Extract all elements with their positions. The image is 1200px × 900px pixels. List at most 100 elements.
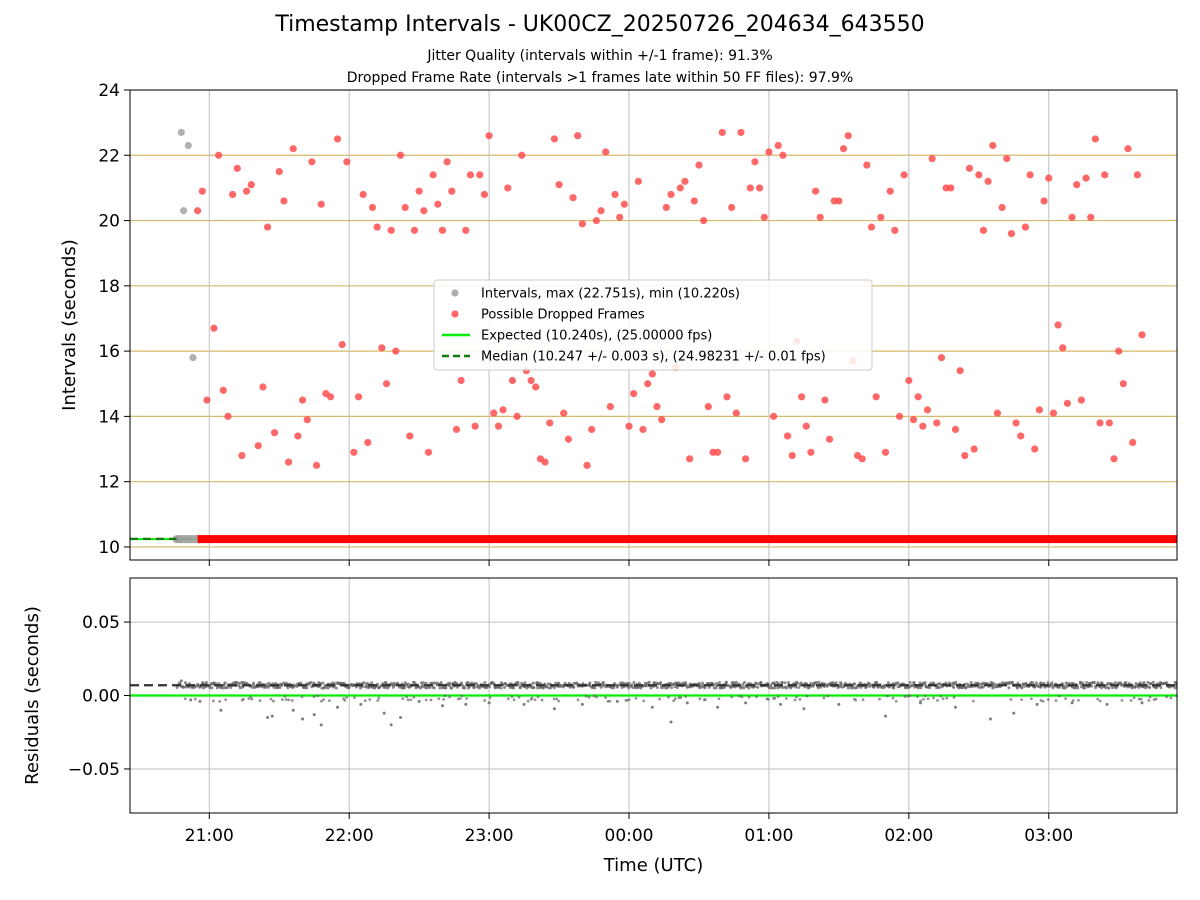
legend-box xyxy=(433,279,873,371)
residual-outlier xyxy=(336,705,340,709)
residual-point xyxy=(896,681,900,685)
dropped-frame-point xyxy=(662,203,670,212)
dropped-frame-point xyxy=(564,435,572,443)
dropped-frame-point xyxy=(508,376,517,385)
residual-point xyxy=(531,681,535,685)
y-tick-label: −0.05 xyxy=(68,760,120,780)
residual-point xyxy=(627,681,631,685)
x-tick-label: 00:00 xyxy=(605,826,654,846)
y-tick-label: 18 xyxy=(98,277,120,297)
legend-label: Median (10.247 +/- 0.003 s), (24.98231 +… xyxy=(481,350,826,365)
residual-point xyxy=(773,686,777,690)
dropped-frame-point xyxy=(1063,399,1072,407)
residual-point xyxy=(773,696,777,700)
residual-point xyxy=(995,685,999,689)
dropped-frame-point xyxy=(555,181,563,189)
dropped-frame-point xyxy=(774,141,782,150)
residual-point xyxy=(1039,681,1043,685)
residual-point xyxy=(834,681,838,685)
residual-point xyxy=(936,699,939,702)
residual-point xyxy=(1165,681,1169,685)
residual-point xyxy=(1120,698,1124,702)
residual-point xyxy=(242,697,245,701)
dropped-frame-point xyxy=(457,376,465,385)
dropped-frame-point xyxy=(569,194,577,202)
dropped-frame-point xyxy=(937,354,946,362)
residual-point xyxy=(447,684,451,688)
residual-point xyxy=(250,697,254,701)
residual-point xyxy=(670,686,674,690)
residual-point xyxy=(576,698,580,702)
dropped-frame-point xyxy=(746,184,754,192)
residual-point xyxy=(645,683,649,687)
residual-point xyxy=(1132,696,1136,700)
residual-point xyxy=(1077,699,1080,702)
residual-point xyxy=(334,686,338,690)
dropped-frame-point xyxy=(480,190,489,199)
residual-point xyxy=(1096,697,1100,701)
dropped-frame-point xyxy=(839,145,848,153)
dropped-frame-point xyxy=(280,197,288,205)
dropped-frame-point xyxy=(728,203,736,212)
dropped-frame-point xyxy=(354,393,363,401)
residual-point xyxy=(552,697,556,701)
residual-point xyxy=(377,696,381,700)
residual-point xyxy=(679,696,683,699)
y-tick-label: 16 xyxy=(98,342,120,362)
dropped-frame-point xyxy=(1105,419,1113,427)
interval-point xyxy=(184,141,192,150)
residual-point xyxy=(756,685,760,689)
residual-point xyxy=(1148,685,1152,689)
residual-point xyxy=(1009,697,1013,701)
residual-point xyxy=(383,681,387,685)
residual-point xyxy=(460,694,464,698)
dropped-frame-point xyxy=(494,422,503,430)
residual-point xyxy=(747,686,751,690)
dropped-frame-point xyxy=(466,171,475,179)
dropped-frame-point xyxy=(343,158,351,166)
dropped-frame-point xyxy=(396,151,405,159)
dropped-frame-point xyxy=(751,158,759,166)
residual-point xyxy=(443,694,447,698)
residual-point xyxy=(403,686,407,690)
residual-point xyxy=(627,686,631,690)
dropped-frame-point xyxy=(1096,419,1104,427)
residual-point xyxy=(649,686,653,690)
residual-point xyxy=(424,681,428,685)
residual-point xyxy=(1165,695,1168,699)
dropped-frame-point xyxy=(797,393,806,401)
residual-point xyxy=(825,684,829,688)
residual-point xyxy=(647,680,651,684)
y-tick-label: 0.00 xyxy=(82,687,120,707)
residual-point xyxy=(437,697,441,701)
residual-point xyxy=(432,686,436,690)
residual-point xyxy=(887,685,891,689)
residual-outlier xyxy=(398,716,402,720)
residual-point xyxy=(634,696,638,700)
residual-point xyxy=(512,698,516,702)
residual-point xyxy=(819,685,823,689)
dropped-frame-point xyxy=(597,207,605,215)
residual-point xyxy=(588,681,592,685)
dropped-frame-point xyxy=(858,455,866,463)
residual-point xyxy=(1113,681,1117,685)
residual-point xyxy=(593,686,597,690)
residual-point xyxy=(703,698,707,702)
residual-point xyxy=(497,685,501,689)
dropped-frames-baseline-band xyxy=(197,535,1177,544)
residual-point xyxy=(1159,686,1163,690)
residual-point xyxy=(897,683,901,687)
residual-point xyxy=(885,694,889,698)
dropped-frame-point xyxy=(242,187,251,195)
residual-point xyxy=(1148,695,1152,699)
residual-point xyxy=(222,682,226,686)
dropped-frame-point xyxy=(373,223,381,231)
residual-point xyxy=(572,685,576,689)
residual-point xyxy=(373,686,377,690)
jitter-quality-subtitle: Jitter Quality (intervals within +/-1 fr… xyxy=(427,48,773,64)
residual-outlier xyxy=(1105,702,1109,706)
residual-outlier xyxy=(382,711,386,715)
dropped-frame-point xyxy=(1124,145,1132,153)
dropped-frame-point xyxy=(1110,455,1118,463)
dropped-frame-point xyxy=(1073,181,1081,189)
